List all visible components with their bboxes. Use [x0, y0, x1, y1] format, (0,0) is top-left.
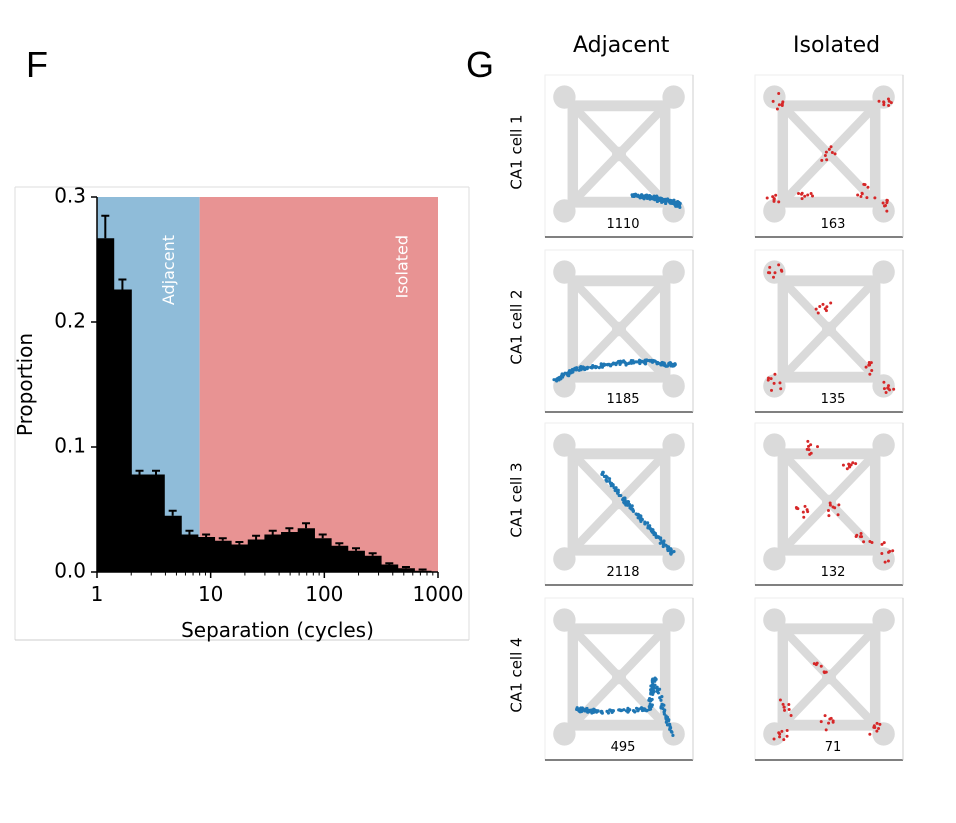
row-label-cell-2: CA1 cell 2: [508, 289, 526, 364]
bar-6: [181, 534, 199, 572]
row-label-cell-1: CA1 cell 1: [508, 114, 526, 189]
spike-count: 1185: [606, 392, 639, 407]
bar-8: [214, 540, 232, 572]
scatter-adjacent-cell-2: 1185: [545, 250, 693, 412]
bar-3: [131, 474, 149, 572]
error-bar-6: [185, 529, 194, 535]
track-outline: [553, 260, 685, 397]
spike-count: 1110: [606, 217, 639, 232]
track-outline: [763, 433, 895, 570]
error-bar-9: [235, 541, 244, 545]
x-tick-label: 1000: [413, 582, 464, 606]
spike-dots: [575, 676, 675, 738]
spike-dots: [630, 192, 682, 209]
track-outline: [553, 433, 685, 570]
error-bar-4: [152, 469, 161, 475]
bar-5: [164, 515, 182, 572]
spike-count: 495: [611, 740, 636, 755]
spike-dots: [772, 661, 882, 742]
error-bar-15: [335, 542, 344, 546]
error-bar-18: [385, 562, 394, 565]
bar-11: [264, 534, 282, 572]
row-label-cell-4: CA1 cell 4: [508, 637, 526, 712]
error-bar-1: [101, 214, 110, 239]
error-bar-17: [368, 552, 377, 556]
y-tick-label: 0.0: [54, 559, 86, 583]
spike-count: 135: [821, 392, 846, 407]
spike-dots: [794, 439, 895, 564]
error-bar-19: [401, 566, 410, 569]
bar-15: [331, 545, 349, 572]
bar-1: [97, 238, 115, 572]
x-tick-label: 100: [305, 582, 343, 606]
scatter-adjacent-cell-1: 1110: [545, 75, 693, 237]
bar-14: [314, 538, 332, 572]
error-bar-5: [168, 509, 177, 516]
error-bar-7: [202, 533, 211, 537]
bar-18: [380, 564, 399, 572]
error-bar-13: [302, 522, 311, 529]
column-header-isolated: Isolated: [793, 33, 881, 58]
spike-dots: [766, 263, 896, 395]
bar-2: [113, 289, 132, 572]
scatter-isolated-cell-4: 71: [755, 598, 903, 760]
track-outline: [763, 260, 895, 397]
error-bar-20: [418, 568, 427, 571]
y-tick-label: 0.1: [54, 434, 86, 458]
panel-label-f: F: [26, 44, 48, 85]
spike-dots: [552, 358, 677, 383]
spike-count: 2118: [606, 565, 639, 580]
bar-7: [197, 537, 216, 572]
error-bar-16: [351, 547, 360, 551]
column-header-adjacent: Adjacent: [573, 33, 670, 58]
error-bar-12: [285, 527, 294, 532]
y-tick-label: 0.3: [54, 184, 86, 208]
bar-9: [231, 544, 249, 572]
bar-19: [397, 568, 415, 572]
error-bar-2: [118, 278, 127, 290]
bar-16: [347, 550, 365, 572]
error-bar-10: [252, 534, 261, 540]
error-bar-14: [318, 533, 327, 539]
scatter-isolated-cell-2: 135: [755, 250, 903, 412]
x-tick-label: 10: [198, 582, 223, 606]
region-label-adjacent: Adjacent: [159, 235, 178, 305]
scatter-isolated-cell-1: 163: [755, 75, 903, 237]
bar-17: [364, 555, 382, 572]
panel-label-g: G: [466, 44, 495, 85]
error-bar-8: [218, 537, 227, 541]
spike-count: 132: [821, 565, 846, 580]
error-bar-3: [135, 469, 144, 475]
region-label-isolated: Isolated: [393, 235, 412, 298]
x-axis-title: Separation (cycles): [181, 618, 374, 642]
x-tick-label: 1: [91, 582, 104, 606]
region-isolated: [199, 197, 438, 572]
scatter-adjacent-cell-4: 495: [545, 598, 693, 760]
spike-dots: [600, 470, 676, 556]
track-outline: [553, 608, 685, 745]
spike-dots: [765, 92, 893, 213]
y-axis-title: Proportion: [13, 333, 37, 436]
spike-count: 71: [825, 740, 842, 755]
bar-10: [247, 539, 266, 572]
bar-13: [297, 528, 315, 572]
error-bar-11: [268, 529, 277, 535]
row-label-cell-3: CA1 cell 3: [508, 462, 526, 537]
spike-count: 163: [821, 217, 846, 232]
scatter-adjacent-cell-3: 2118: [545, 423, 693, 585]
bar-12: [281, 532, 299, 572]
y-tick-label: 0.2: [54, 309, 86, 333]
bar-4: [147, 474, 165, 572]
scatter-isolated-cell-3: 132: [755, 423, 903, 585]
